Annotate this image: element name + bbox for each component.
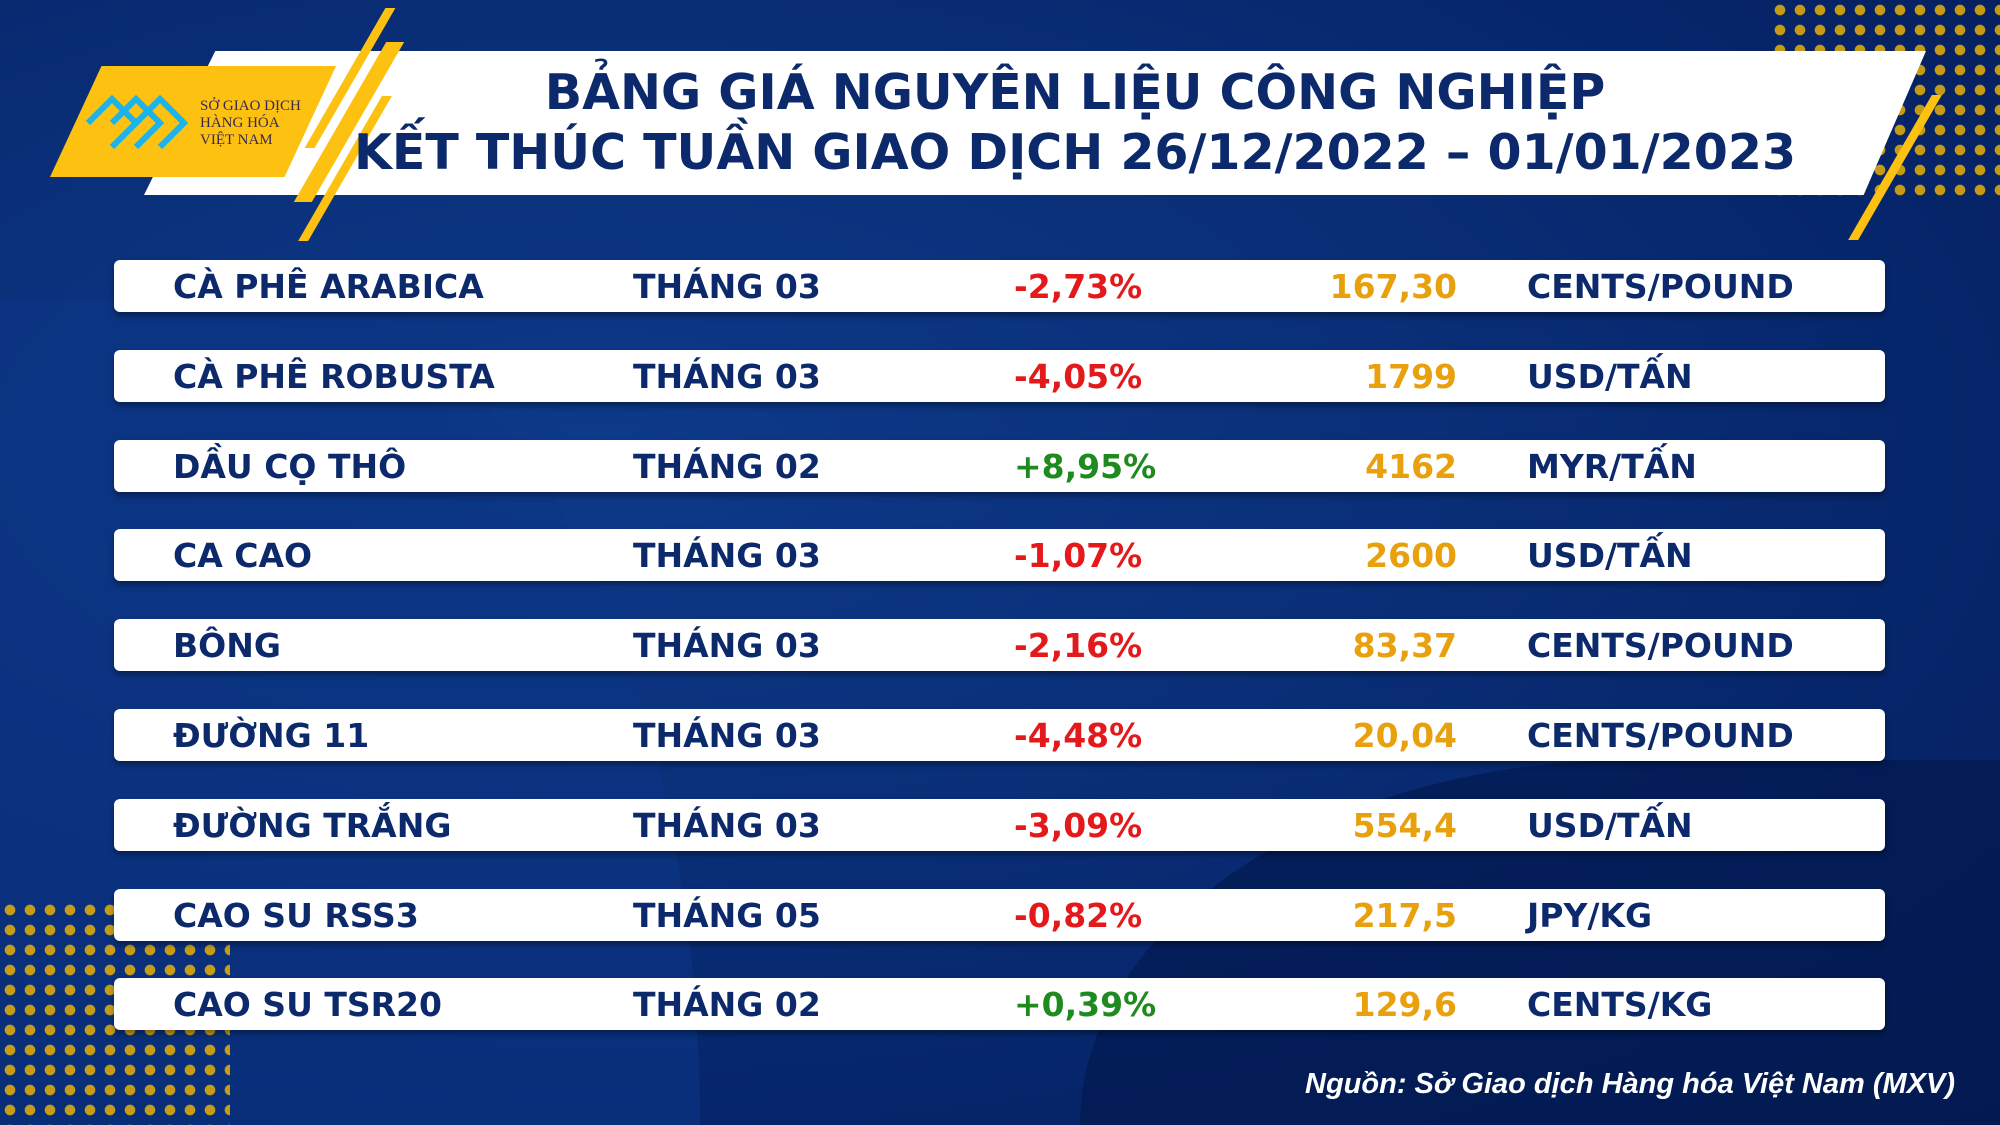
contract-month: THÁNG 03 — [633, 805, 821, 845]
price-unit: USD/TẤN — [1527, 356, 1693, 396]
price-value: 129,6 — [1352, 985, 1457, 1025]
price-change: -1,07% — [1014, 536, 1143, 576]
logo-line: HÀNG HÓA — [200, 115, 280, 131]
price-value: 20,04 — [1352, 716, 1457, 755]
commodity-name: DẦU CỌ THÔ — [173, 446, 407, 486]
price-value: 1799 — [1365, 356, 1457, 396]
contract-month: THÁNG 03 — [633, 267, 821, 306]
logo-text: SỞ GIAO DỊCH HÀNG HÓA VIỆT NAM — [200, 98, 301, 149]
logo-line: SỞ GIAO DỊCH — [200, 98, 301, 114]
logo — [50, 66, 336, 177]
price-unit: CENTS/POUND — [1527, 267, 1794, 306]
page-subtitle: KẾT THÚC TUẦN GIAO DỊCH 26/12/2022 – 01/… — [353, 124, 1797, 181]
table-row: CÀ PHÊ ROBUSTA THÁNG 03 -4,05% 1799 USD/TẤN — [114, 349, 1885, 402]
table-row: CAO SU RSS3 THÁNG 05 -0,82% 217,5 JPY/KG — [114, 888, 1885, 941]
contract-month: THÁNG 03 — [633, 356, 821, 396]
logo-mark-icon — [85, 95, 189, 150]
contract-month: THÁNG 03 — [633, 716, 821, 755]
price-unit: CENTS/POUND — [1527, 626, 1794, 666]
table-row: BÔNG THÁNG 03 -2,16% 83,37 CENTS/POUND — [114, 619, 1885, 672]
logo-line: VIỆT NAM — [200, 132, 273, 148]
price-change: +0,39% — [1014, 985, 1157, 1025]
price-value: 83,37 — [1352, 626, 1457, 666]
price-unit: CENTS/POUND — [1527, 716, 1794, 755]
price-unit: JPY/KG — [1527, 895, 1653, 935]
source-note: Nguồn: Sở Giao dịch Hàng hóa Việt Nam (M… — [1305, 1068, 1955, 1100]
commodity-name: ĐƯỜNG TRẮNG — [173, 805, 452, 845]
contract-month: THÁNG 05 — [633, 895, 821, 935]
price-unit: USD/TẤN — [1527, 536, 1693, 576]
price-unit: USD/TẤN — [1527, 805, 1693, 845]
table-row: CAO SU TSR20 THÁNG 02 +0,39% 129,6 CENTS/KG — [114, 978, 1885, 1031]
table-row: CA CAO THÁNG 03 -1,07% 2600 USD/TẤN — [114, 529, 1885, 582]
price-value: 2600 — [1365, 536, 1457, 576]
price-unit: MYR/TẤN — [1527, 446, 1697, 486]
commodity-name: CÀ PHÊ ARABICA — [173, 267, 484, 306]
price-change: -4,48% — [1014, 716, 1143, 755]
contract-month: THÁNG 03 — [633, 536, 821, 576]
price-change: -4,05% — [1014, 356, 1143, 396]
price-value: 167,30 — [1329, 267, 1457, 306]
contract-month: THÁNG 02 — [633, 446, 821, 486]
price-value: 4162 — [1365, 446, 1457, 486]
page-title: BẢNG GIÁ NGUYÊN LIỆU CÔNG NGHIỆP — [544, 64, 1606, 121]
price-change: -2,16% — [1014, 626, 1143, 666]
table-row: DẦU CỌ THÔ THÁNG 02 +8,95% 4162 MYR/TẤN — [114, 439, 1885, 492]
table-row: ĐƯỜNG TRẮNG THÁNG 03 -3,09% 554,4 USD/TẤN — [114, 798, 1885, 851]
price-change: -3,09% — [1014, 805, 1143, 845]
commodity-name: CÀ PHÊ ROBUSTA — [173, 356, 495, 396]
contract-month: THÁNG 02 — [633, 985, 821, 1025]
commodity-name: BÔNG — [173, 626, 281, 666]
title-banner — [144, 51, 1926, 195]
commodity-name: CA CAO — [173, 536, 313, 576]
commodity-name: ĐƯỜNG 11 — [173, 716, 370, 755]
commodity-name: CAO SU TSR20 — [173, 985, 442, 1025]
table-row: CÀ PHÊ ARABICA THÁNG 03 -2,73% 167,30 CENTS/… — [114, 260, 1885, 312]
price-unit: CENTS/KG — [1527, 985, 1713, 1025]
price-change: +8,95% — [1014, 446, 1157, 486]
contract-month: THÁNG 03 — [633, 626, 821, 666]
table-row: ĐƯỜNG 11 THÁNG 03 -4,48% 20,04 CENTS/POUND — [114, 709, 1885, 761]
price-change: -2,73% — [1014, 267, 1143, 306]
price-value: 217,5 — [1352, 895, 1457, 935]
price-change: -0,82% — [1014, 895, 1143, 935]
price-value: 554,4 — [1352, 805, 1457, 845]
commodity-name: CAO SU RSS3 — [173, 895, 419, 935]
